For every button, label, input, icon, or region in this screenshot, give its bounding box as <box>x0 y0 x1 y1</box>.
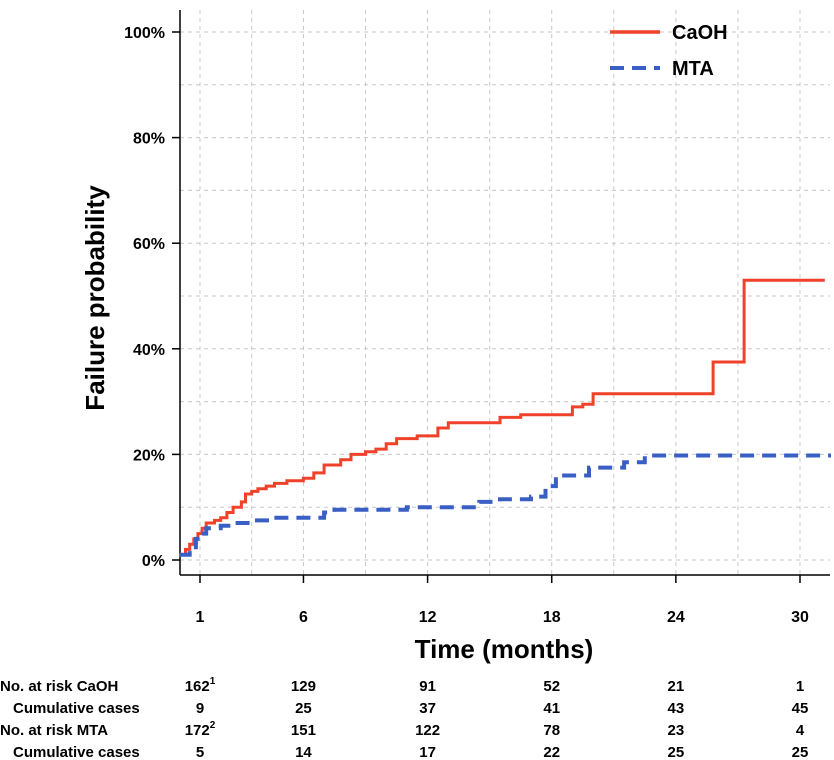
y-axis-label: Failure probability <box>80 185 110 411</box>
y-tick-label: 80% <box>133 131 165 148</box>
risk-cell-superscript: 1 <box>210 676 216 687</box>
risk-cell: 52 <box>543 678 560 695</box>
risk-cell: 43 <box>668 700 685 717</box>
legend-label-caoh: CaOH <box>672 22 728 44</box>
risk-cell: 37 <box>419 700 436 717</box>
y-ticks: 0% 20% 40% 60% 80% 100% <box>124 25 180 570</box>
risk-cell: 1621 <box>185 676 216 695</box>
x-tick-label: 1 <box>196 609 205 626</box>
risk-cell: 9 <box>196 700 204 717</box>
y-tick-label: 20% <box>133 447 165 464</box>
risk-cell: 78 <box>543 722 560 739</box>
x-tick-label: 6 <box>299 609 308 626</box>
risk-table: No. at risk CaOH 1621 129 91 52 21 1Cumulative… <box>0 676 808 760</box>
x-tick-label: 24 <box>667 609 685 626</box>
risk-cell: 1722 <box>185 720 216 739</box>
axes <box>179 10 830 576</box>
legend: CaOH MTA <box>610 22 728 80</box>
risk-cell: 129 <box>291 678 316 695</box>
series-line-caoh <box>179 278 825 557</box>
risk-cell: 25 <box>295 700 312 717</box>
risk-cell: 22 <box>543 744 560 760</box>
risk-cell: 5 <box>196 744 204 760</box>
risk-cell-superscript: 2 <box>210 720 216 731</box>
risk-row-label: No. at risk CaOH <box>0 678 118 695</box>
risk-cell: 14 <box>295 744 312 760</box>
risk-cell: 17 <box>419 744 436 760</box>
x-tick-label: 18 <box>543 609 561 626</box>
risk-row-label: Cumulative cases <box>13 700 140 717</box>
risk-cell: 41 <box>543 700 560 717</box>
risk-cell: 91 <box>419 678 436 695</box>
grid <box>180 10 830 575</box>
x-ticks: 1 6 12 18 24 30 <box>196 575 809 626</box>
y-tick-label: 100% <box>124 25 165 42</box>
risk-cell: 1 <box>796 678 804 695</box>
risk-row-label: Cumulative cases <box>13 744 140 760</box>
risk-cell: 151 <box>291 722 316 739</box>
risk-cell: 4 <box>796 722 805 739</box>
series-lines <box>179 278 831 557</box>
risk-cell: 23 <box>668 722 685 739</box>
risk-cell: 45 <box>792 700 809 717</box>
risk-cell: 25 <box>792 744 809 760</box>
x-tick-label: 30 <box>791 609 809 626</box>
x-tick-label: 12 <box>419 609 437 626</box>
risk-cell: 25 <box>668 744 685 760</box>
y-tick-label: 60% <box>133 236 165 253</box>
x-axis-label: Time (months) <box>415 634 594 664</box>
y-tick-label: 40% <box>133 342 165 359</box>
risk-row-label: No. at risk MTA <box>0 722 108 739</box>
legend-label-mta: MTA <box>672 58 714 80</box>
risk-cell: 21 <box>668 678 685 695</box>
risk-cell: 122 <box>415 722 440 739</box>
series-line-mta <box>179 453 831 557</box>
y-tick-label: 0% <box>142 553 165 570</box>
